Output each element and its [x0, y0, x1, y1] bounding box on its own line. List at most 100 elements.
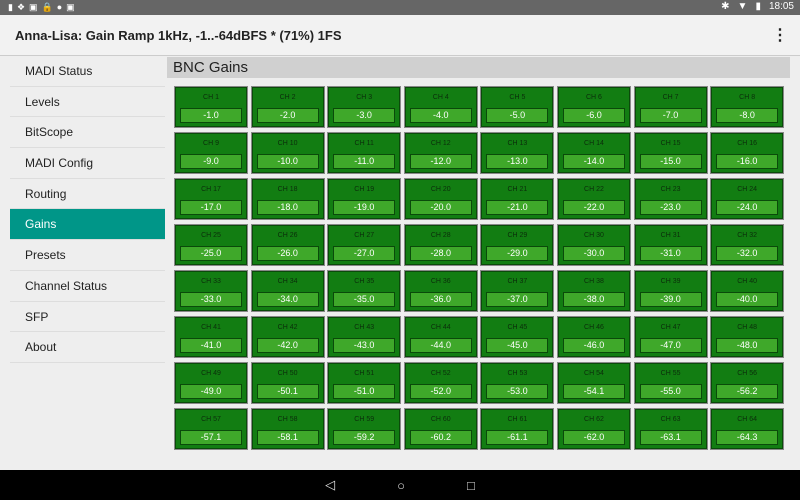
gain-value[interactable]: -42.0 — [256, 338, 319, 353]
gain-value[interactable]: -54.1 — [562, 384, 625, 399]
channel-cell[interactable]: CH 35 -35.0 — [328, 271, 401, 311]
channel-cell[interactable]: CH 28 -28.0 — [404, 225, 477, 265]
channel-cell[interactable]: CH 54 -54.1 — [557, 363, 630, 403]
sidebar-item-routing[interactable]: Routing — [10, 179, 165, 210]
channel-cell[interactable]: CH 36 -36.0 — [404, 271, 477, 311]
gain-value[interactable]: -2.0 — [256, 108, 319, 123]
gain-value[interactable]: -50.1 — [256, 384, 319, 399]
channel-cell[interactable]: CH 32 -32.0 — [711, 225, 784, 265]
channel-cell[interactable]: CH 14 -14.0 — [557, 133, 630, 173]
gain-value[interactable]: -35.0 — [333, 292, 396, 307]
gain-value[interactable]: -43.0 — [333, 338, 396, 353]
channel-cell[interactable]: CH 56 -56.2 — [711, 363, 784, 403]
back-icon[interactable]: ◁ — [325, 477, 336, 492]
channel-cell[interactable]: CH 24 -24.0 — [711, 179, 784, 219]
sidebar-item-channel-status[interactable]: Channel Status — [10, 271, 165, 302]
gain-value[interactable]: -18.0 — [256, 200, 319, 215]
gain-value[interactable]: -34.0 — [256, 292, 319, 307]
gain-value[interactable]: -41.0 — [180, 338, 242, 353]
channel-cell[interactable]: CH 8 -8.0 — [711, 87, 784, 127]
sidebar-item-gains[interactable]: Gains — [10, 209, 165, 241]
gain-value[interactable]: -63.1 — [639, 430, 702, 445]
channel-cell[interactable]: CH 13 -13.0 — [481, 133, 554, 173]
gain-value[interactable]: -1.0 — [180, 108, 242, 123]
channel-cell[interactable]: CH 1 -1.0 — [175, 87, 247, 127]
channel-cell[interactable]: CH 22 -22.0 — [557, 179, 630, 219]
gain-value[interactable]: -48.0 — [716, 338, 779, 353]
gain-value[interactable]: -32.0 — [716, 246, 779, 261]
gain-value[interactable]: -39.0 — [639, 292, 702, 307]
gain-value[interactable]: -52.0 — [409, 384, 472, 399]
gain-value[interactable]: -30.0 — [562, 246, 625, 261]
channel-cell[interactable]: CH 43 -43.0 — [328, 317, 401, 357]
channel-cell[interactable]: CH 19 -19.0 — [328, 179, 401, 219]
gain-value[interactable]: -23.0 — [639, 200, 702, 215]
channel-cell[interactable]: CH 46 -46.0 — [557, 317, 630, 357]
channel-cell[interactable]: CH 41 -41.0 — [175, 317, 247, 357]
gain-value[interactable]: -45.0 — [486, 338, 549, 353]
channel-cell[interactable]: CH 48 -48.0 — [711, 317, 784, 357]
gain-value[interactable]: -49.0 — [180, 384, 242, 399]
gain-value[interactable]: -10.0 — [256, 154, 319, 169]
gain-value[interactable]: -53.0 — [486, 384, 549, 399]
gain-value[interactable]: -47.0 — [639, 338, 702, 353]
gain-value[interactable]: -29.0 — [486, 246, 549, 261]
channel-cell[interactable]: CH 34 -34.0 — [251, 271, 324, 311]
channel-cell[interactable]: CH 50 -50.1 — [251, 363, 324, 403]
gain-value[interactable]: -24.0 — [716, 200, 779, 215]
gain-value[interactable]: -9.0 — [180, 154, 242, 169]
gain-value[interactable]: -4.0 — [409, 108, 472, 123]
gain-value[interactable]: -38.0 — [562, 292, 625, 307]
channel-cell[interactable]: CH 31 -31.0 — [634, 225, 707, 265]
channel-cell[interactable]: CH 27 -27.0 — [328, 225, 401, 265]
channel-cell[interactable]: CH 39 -39.0 — [634, 271, 707, 311]
gain-value[interactable]: -25.0 — [180, 246, 242, 261]
channel-cell[interactable]: CH 17 -17.0 — [175, 179, 247, 219]
channel-cell[interactable]: CH 38 -38.0 — [557, 271, 630, 311]
channel-cell[interactable]: CH 23 -23.0 — [634, 179, 707, 219]
channel-cell[interactable]: CH 30 -30.0 — [557, 225, 630, 265]
channel-cell[interactable]: CH 3 -3.0 — [328, 87, 401, 127]
channel-cell[interactable]: CH 42 -42.0 — [251, 317, 324, 357]
gain-value[interactable]: -58.1 — [256, 430, 319, 445]
gain-value[interactable]: -26.0 — [256, 246, 319, 261]
channel-cell[interactable]: CH 58 -58.1 — [251, 409, 324, 449]
channel-cell[interactable]: CH 18 -18.0 — [251, 179, 324, 219]
gain-value[interactable]: -16.0 — [716, 154, 779, 169]
channel-cell[interactable]: CH 7 -7.0 — [634, 87, 707, 127]
gain-value[interactable]: -59.2 — [333, 430, 396, 445]
gain-value[interactable]: -44.0 — [409, 338, 472, 353]
sidebar-item-levels[interactable]: Levels — [10, 87, 165, 118]
channel-cell[interactable]: CH 59 -59.2 — [328, 409, 401, 449]
gain-value[interactable]: -64.3 — [716, 430, 779, 445]
sidebar-item-about[interactable]: About — [10, 332, 165, 363]
channel-cell[interactable]: CH 44 -44.0 — [404, 317, 477, 357]
channel-cell[interactable]: CH 49 -49.0 — [175, 363, 247, 403]
gain-value[interactable]: -37.0 — [486, 292, 549, 307]
gain-value[interactable]: -28.0 — [409, 246, 472, 261]
channel-cell[interactable]: CH 62 -62.0 — [557, 409, 630, 449]
gain-value[interactable]: -3.0 — [333, 108, 396, 123]
gain-value[interactable]: -51.0 — [333, 384, 396, 399]
channel-cell[interactable]: CH 33 -33.0 — [175, 271, 247, 311]
gain-value[interactable]: -11.0 — [333, 154, 396, 169]
gain-value[interactable]: -19.0 — [333, 200, 396, 215]
gain-value[interactable]: -27.0 — [333, 246, 396, 261]
channel-cell[interactable]: CH 37 -37.0 — [481, 271, 554, 311]
gain-value[interactable]: -21.0 — [486, 200, 549, 215]
channel-cell[interactable]: CH 15 -15.0 — [634, 133, 707, 173]
gain-value[interactable]: -6.0 — [562, 108, 625, 123]
channel-cell[interactable]: CH 11 -11.0 — [328, 133, 401, 173]
sidebar-item-madi-config[interactable]: MADI Config — [10, 148, 165, 179]
channel-cell[interactable]: CH 5 -5.0 — [481, 87, 554, 127]
channel-cell[interactable]: CH 57 -57.1 — [175, 409, 247, 449]
channel-cell[interactable]: CH 61 -61.1 — [481, 409, 554, 449]
sidebar-item-sfp[interactable]: SFP — [10, 302, 165, 333]
channel-cell[interactable]: CH 53 -53.0 — [481, 363, 554, 403]
more-vert-icon[interactable]: ⋮ — [772, 27, 788, 44]
gain-value[interactable]: -57.1 — [180, 430, 242, 445]
channel-cell[interactable]: CH 20 -20.0 — [404, 179, 477, 219]
gain-value[interactable]: -22.0 — [562, 200, 625, 215]
channel-cell[interactable]: CH 64 -64.3 — [711, 409, 784, 449]
gain-value[interactable]: -13.0 — [486, 154, 549, 169]
